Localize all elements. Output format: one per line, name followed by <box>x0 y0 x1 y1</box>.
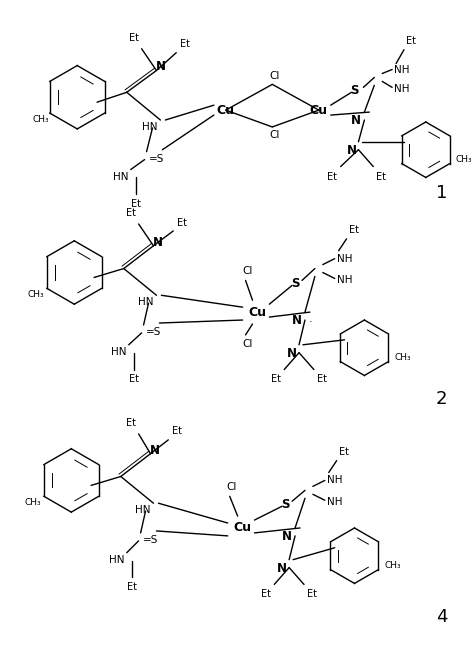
Text: 4: 4 <box>436 608 447 626</box>
Text: Et: Et <box>348 225 358 235</box>
Text: NH: NH <box>337 276 352 285</box>
Text: NH: NH <box>394 65 410 74</box>
Text: =S: =S <box>146 327 161 337</box>
Text: =S: =S <box>143 535 158 545</box>
Text: HN: HN <box>109 554 125 565</box>
Text: Cl: Cl <box>269 130 280 140</box>
Text: Et: Et <box>180 39 190 49</box>
Text: Et: Et <box>406 36 416 46</box>
Text: 1: 1 <box>436 184 447 203</box>
Text: NH: NH <box>327 476 342 485</box>
Text: NH: NH <box>394 84 410 94</box>
Text: Cl: Cl <box>269 71 280 82</box>
Text: CH₃: CH₃ <box>456 155 472 164</box>
Text: Et: Et <box>376 171 386 182</box>
Text: N: N <box>350 114 360 127</box>
Text: CH₃: CH₃ <box>394 353 410 362</box>
Text: Et: Et <box>127 582 137 593</box>
Text: N: N <box>153 236 163 249</box>
Text: Et: Et <box>128 375 139 384</box>
Text: Et: Et <box>126 418 136 428</box>
Text: N: N <box>282 530 292 543</box>
Text: HN: HN <box>138 297 154 307</box>
Text: Cu: Cu <box>310 104 328 116</box>
Text: Et: Et <box>327 171 337 182</box>
Text: Cl: Cl <box>242 267 253 276</box>
Text: N: N <box>155 60 165 73</box>
Text: N: N <box>287 347 297 360</box>
Text: NH: NH <box>337 254 352 263</box>
Text: Cl: Cl <box>227 482 237 492</box>
Text: N: N <box>277 562 287 575</box>
Text: Cu: Cu <box>248 305 266 318</box>
Text: Et: Et <box>128 33 138 43</box>
Text: HN: HN <box>135 505 151 515</box>
Text: Et: Et <box>307 589 317 599</box>
Text: Et: Et <box>172 426 182 436</box>
Text: Et: Et <box>271 375 281 384</box>
Text: N: N <box>149 444 159 457</box>
Text: S: S <box>350 84 359 97</box>
Text: Et: Et <box>317 375 327 384</box>
Text: HN: HN <box>111 347 127 356</box>
Text: CH₃: CH₃ <box>33 115 49 124</box>
Text: Et: Et <box>131 199 141 209</box>
Text: Cu: Cu <box>234 521 252 534</box>
Text: .: . <box>309 314 312 324</box>
Text: CH₃: CH₃ <box>28 290 45 299</box>
Text: CH₃: CH₃ <box>384 561 401 570</box>
Text: Cu: Cu <box>217 104 235 116</box>
Text: 2: 2 <box>436 390 447 408</box>
Text: =S: =S <box>148 154 164 164</box>
Text: Et: Et <box>338 446 349 457</box>
Text: HN: HN <box>142 122 157 132</box>
Text: Cl: Cl <box>242 339 253 349</box>
Text: Et: Et <box>126 208 136 218</box>
Text: CH₃: CH₃ <box>25 498 42 507</box>
Text: Et: Et <box>261 589 271 599</box>
Text: N: N <box>292 314 302 327</box>
Text: Et: Et <box>177 218 187 228</box>
Text: S: S <box>281 498 290 510</box>
Text: NH: NH <box>327 498 342 507</box>
Text: S: S <box>291 277 299 290</box>
Text: N: N <box>346 144 356 157</box>
Text: HN: HN <box>113 171 129 182</box>
